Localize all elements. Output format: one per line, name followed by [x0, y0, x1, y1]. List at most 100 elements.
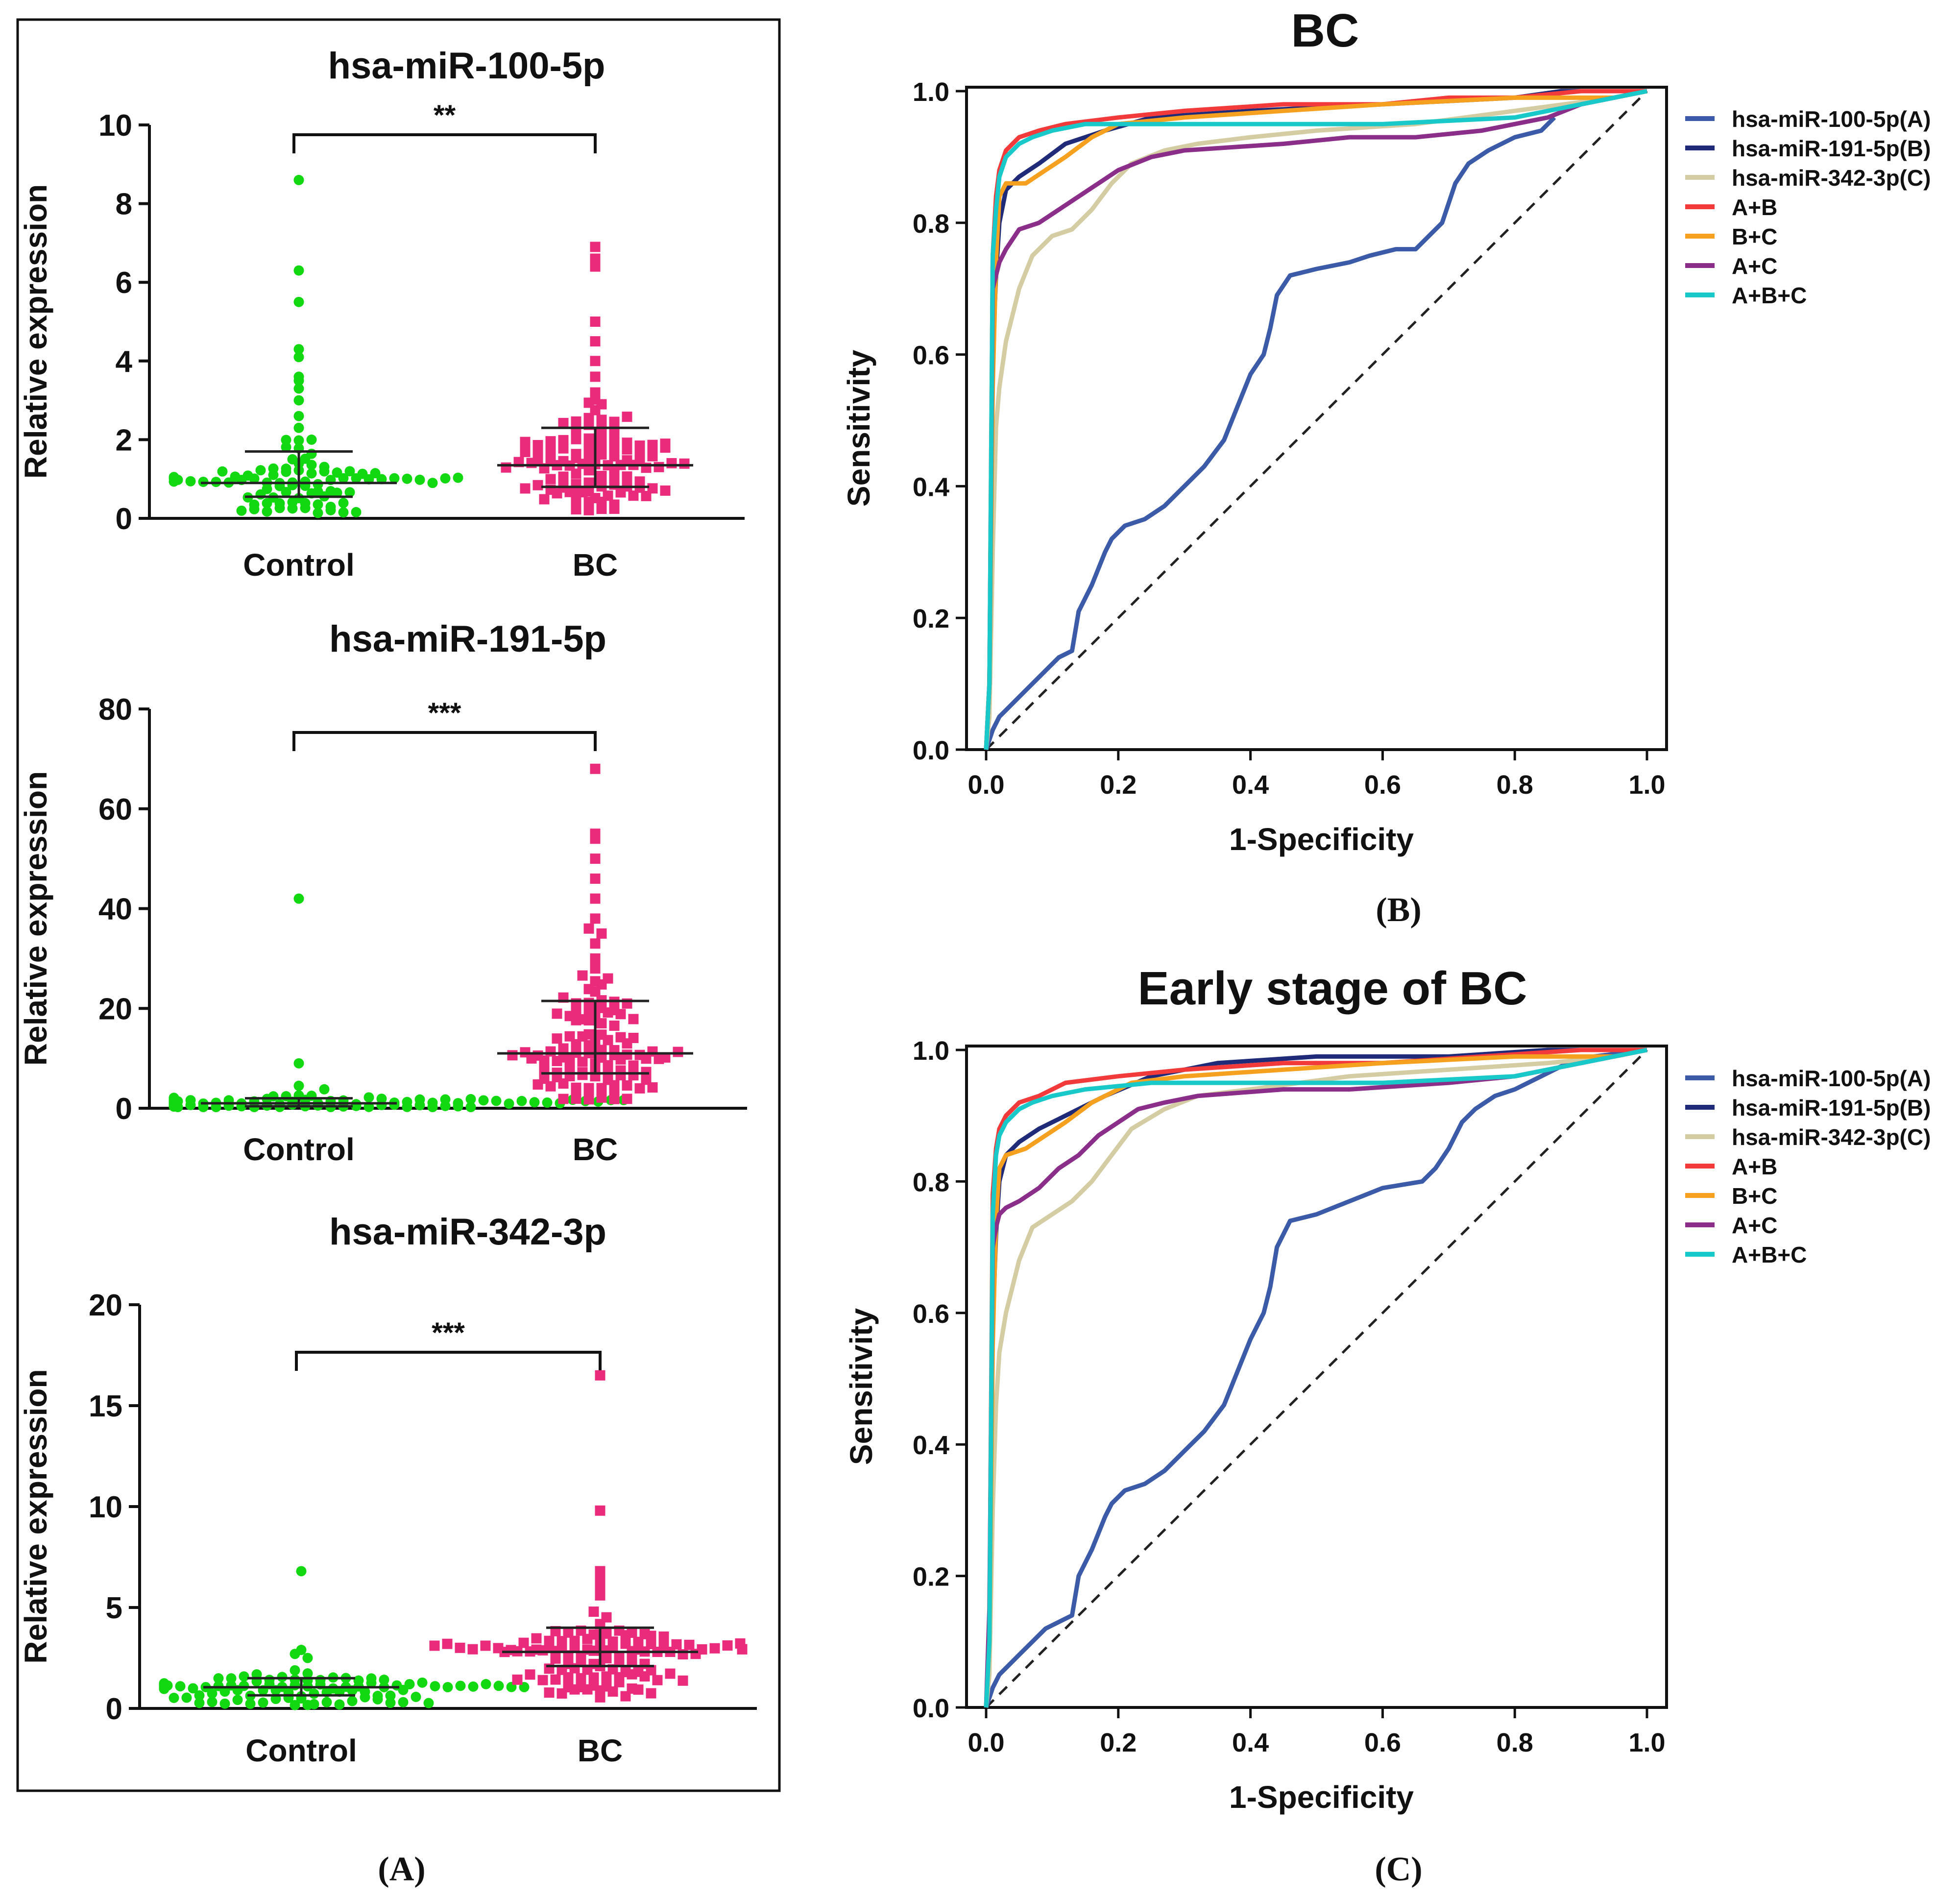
- data-point: [583, 455, 594, 466]
- data-point: [226, 1673, 237, 1684]
- x-tick-label-control: Control: [243, 1132, 355, 1167]
- significance-bracket: [292, 731, 597, 751]
- data-point: [532, 440, 543, 451]
- panel-a-border: [16, 18, 781, 1792]
- data-point: [525, 1669, 535, 1680]
- reference-diagonal: [985, 1049, 1648, 1708]
- data-point: [293, 265, 304, 276]
- y-tick-label: 6: [116, 266, 132, 300]
- data-point: [507, 1050, 518, 1061]
- data-point: [590, 763, 601, 774]
- data-point: [391, 1680, 402, 1691]
- data-point: [531, 1633, 542, 1644]
- data-point: [583, 923, 594, 934]
- y-tick-label: 0.2: [913, 1562, 949, 1592]
- data-point: [583, 486, 594, 497]
- data-point: [678, 1675, 688, 1686]
- data-point: [614, 1652, 625, 1663]
- data-point: [542, 1097, 553, 1108]
- data-point: [577, 1014, 588, 1024]
- data-point: [281, 441, 291, 452]
- data-point: [544, 1635, 555, 1646]
- data-point: [347, 1696, 358, 1706]
- data-point: [230, 471, 241, 482]
- data-point: [607, 1636, 618, 1647]
- data-point: [293, 296, 304, 307]
- y-tick-label: 10: [98, 109, 132, 143]
- data-point: [709, 1643, 720, 1654]
- data-point: [588, 1629, 599, 1640]
- data-point: [239, 1671, 249, 1682]
- data-point: [194, 1690, 205, 1701]
- data-point: [647, 483, 658, 494]
- data-point: [376, 1094, 387, 1104]
- data-point: [571, 449, 581, 460]
- data-point: [290, 1700, 300, 1710]
- data-point: [641, 1074, 652, 1085]
- data-point: [262, 506, 272, 517]
- y-tick-label: 4: [116, 345, 133, 379]
- data-point: [501, 462, 511, 473]
- significance-label: ***: [428, 697, 461, 729]
- data-point: [217, 466, 228, 477]
- data-point: [646, 1638, 656, 1649]
- panel-label-a: (A): [378, 1851, 425, 1888]
- data-point: [583, 433, 594, 444]
- panel-c: (C) Early stage of BC 0.0 0.2 0.4 0.6 0.8 1.0 0.…: [844, 962, 1931, 1888]
- data-point: [281, 1091, 291, 1101]
- data-point: [563, 1682, 574, 1693]
- data-point: [293, 893, 304, 904]
- data-point: [622, 1049, 632, 1060]
- data-point: [641, 1067, 652, 1077]
- data-point: [583, 1029, 594, 1040]
- data-point: [366, 1673, 377, 1684]
- data-point: [455, 1681, 466, 1691]
- y-tick-label: 8: [116, 188, 132, 221]
- y-axis-label: Relative expression: [18, 771, 53, 1066]
- data-point: [493, 1681, 504, 1691]
- data-point: [427, 478, 438, 488]
- data-point: [334, 1699, 345, 1710]
- data-point: [313, 479, 323, 489]
- data-point: [287, 454, 298, 464]
- significance-bracket: [292, 133, 597, 153]
- data-point: [603, 490, 613, 501]
- data-point: [590, 242, 601, 252]
- data-point: [628, 490, 639, 501]
- data-point: [481, 1679, 491, 1689]
- data-point: [539, 494, 550, 505]
- data-point: [590, 953, 601, 964]
- data-point: [293, 352, 304, 363]
- y-axis-label: Relative expression: [18, 1369, 53, 1663]
- x-axis-label: 1-Specificity: [1229, 1779, 1414, 1815]
- data-point: [576, 1682, 586, 1693]
- x-tick-label-bc: BC: [573, 547, 618, 583]
- data-point: [506, 1645, 516, 1656]
- data-point: [601, 1681, 612, 1692]
- y-tick-label: 0: [116, 1092, 132, 1126]
- data-point: [622, 438, 632, 448]
- plot-frame: [965, 1045, 1668, 1709]
- data-point: [493, 1643, 504, 1654]
- data-point: [660, 438, 671, 449]
- data-point: [639, 1629, 650, 1639]
- data-point: [325, 501, 336, 512]
- data-point: [504, 1098, 514, 1109]
- roc-line-1: [984, 116, 1556, 751]
- data-point: [588, 1672, 599, 1683]
- legend: hsa-miR-100-5p(A) hsa-miR-191-5p(B) hsa-mi…: [1685, 1066, 1931, 1267]
- data-point: [590, 913, 601, 924]
- data-point: [666, 458, 677, 468]
- legend-label: A+B+C: [1732, 283, 1807, 308]
- data-point: [372, 1690, 383, 1701]
- data-point: [673, 1047, 683, 1057]
- data-point: [213, 1673, 224, 1684]
- data-point: [512, 1674, 523, 1685]
- data-point: [583, 413, 594, 423]
- x-tick-label-control: Control: [245, 1733, 357, 1768]
- data-point: [564, 1031, 575, 1042]
- dot-plot-1: hsa-miR-100-5p 0 2 4 6 8 10 Relative expression…: [18, 45, 745, 583]
- data-point: [627, 1628, 637, 1638]
- legend-label: A+B+C: [1732, 1242, 1807, 1267]
